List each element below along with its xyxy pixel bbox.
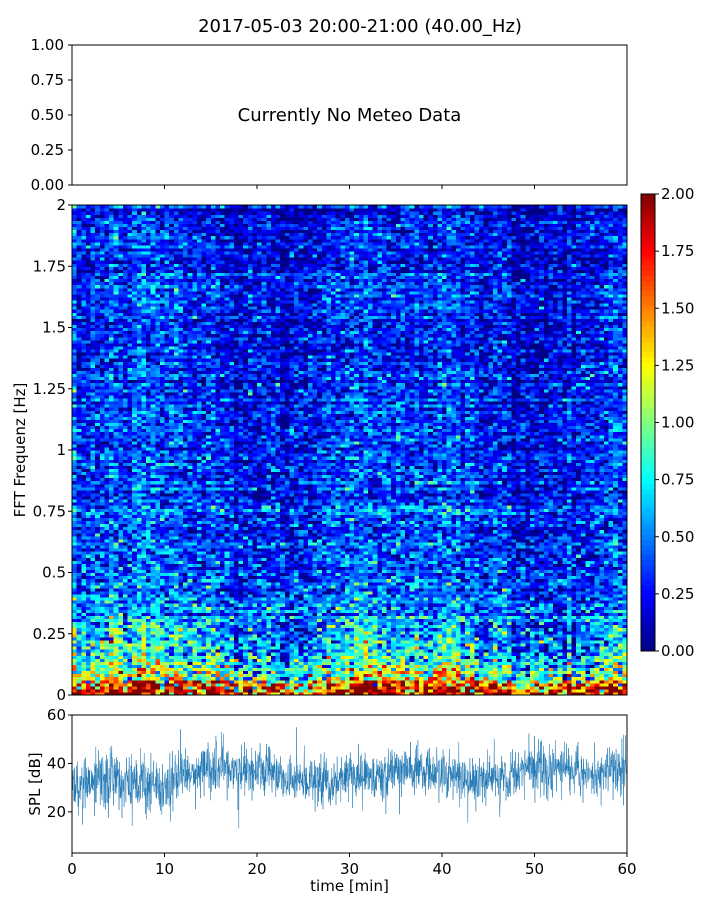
meteo-ytick-label: 0.50 [31, 106, 64, 124]
spectrogram-cells [72, 205, 628, 696]
meteo-ytick-label: 0.25 [31, 141, 64, 159]
meteo-ytick-label: 0.75 [31, 71, 64, 89]
no-meteo-annotation: Currently No Meteo Data [238, 105, 462, 126]
plot-layer: 0.00 0.25 0.50 0.75 1.00 Currently No Meteo D… [11, 36, 694, 895]
meteo-panel: 0.00 0.25 0.50 0.75 1.00 Currently No Meteo D… [31, 36, 627, 194]
meteo-ytick-label: 1.00 [31, 36, 64, 54]
meteo-ytick-label: 0.00 [31, 176, 64, 194]
figure-title: 2017-05-03 20:00-21:00 (40.00_Hz) [198, 16, 522, 37]
